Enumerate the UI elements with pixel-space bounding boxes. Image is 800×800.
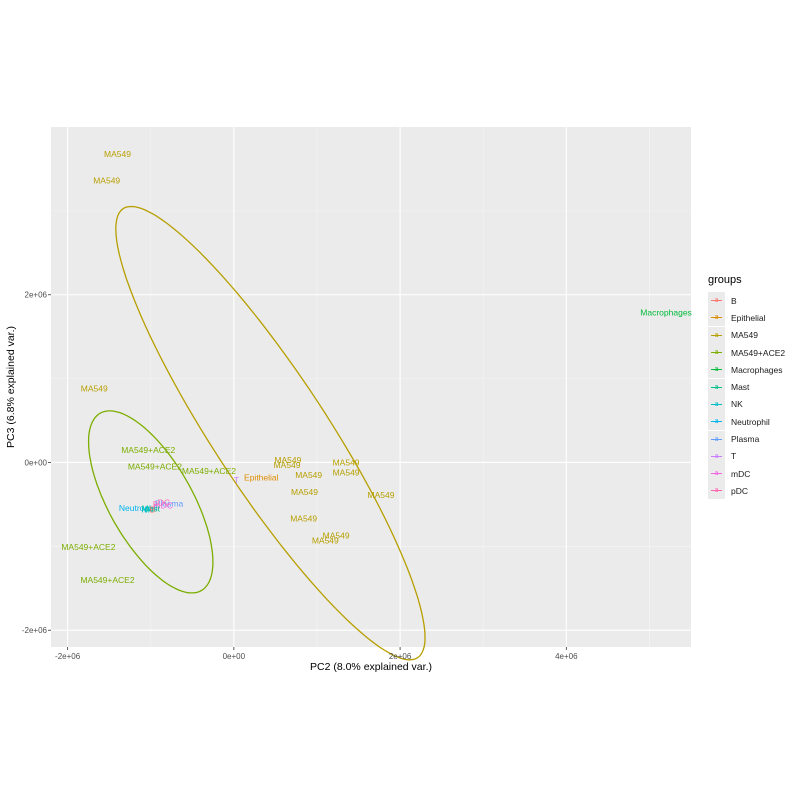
point-label: MA549	[291, 487, 318, 497]
point-label: MA549	[274, 455, 301, 465]
legend-item: a pDC	[708, 482, 798, 500]
point-label: Mast	[142, 504, 161, 514]
legend-key-icon: a	[708, 447, 725, 465]
legend-item-label: Neutrophil	[731, 416, 770, 427]
legend-item-label: MA549	[731, 330, 758, 341]
point-label: MA549	[93, 176, 120, 186]
legend-key-icon: a	[708, 395, 725, 413]
x-axis: -2e+06 0e+00 2e+06 4e+06	[55, 647, 578, 661]
legend-key-icon: a	[708, 292, 725, 310]
legend-title: groups	[708, 274, 742, 286]
legend-key-icon: a	[708, 482, 725, 500]
point-label: MA549	[81, 384, 108, 394]
x-tick-label: -2e+06	[55, 652, 81, 661]
legend-item: a Plasma	[708, 430, 798, 448]
point-label: MA549	[274, 460, 301, 470]
point-label: MA549	[295, 470, 322, 480]
point-label: Neutrophil	[119, 503, 158, 513]
legend-key-icon: a	[708, 361, 725, 379]
legend-item-label: Epithelial	[731, 312, 766, 323]
legend-item-label: mDC	[731, 468, 751, 479]
legend-item: a mDC	[708, 465, 798, 483]
y-axis-label: PC3 (6.8% explained var.)	[5, 326, 17, 448]
point-label: T	[234, 475, 239, 485]
point-label: MA549	[104, 149, 131, 159]
legend-item: a MA549	[708, 326, 798, 344]
point-label: mDC	[154, 500, 173, 510]
x-tick-label: 4e+06	[555, 652, 578, 661]
legend-item: a MA549+ACE2	[708, 344, 798, 362]
point-label: MA549+ACE2	[128, 462, 182, 472]
grid-minor	[51, 127, 691, 647]
legend-key-icon: a	[708, 465, 725, 483]
point-label: B	[150, 504, 156, 514]
legend-item-label: MA549+ACE2	[731, 347, 786, 358]
legend-item-label: NK	[731, 399, 743, 410]
point-label: NK	[142, 504, 154, 514]
legend-item-label: T	[731, 451, 737, 462]
legend-key-icon: a	[708, 430, 725, 448]
point-label: Plasma	[155, 499, 184, 509]
legend-item: a Neutrophil	[708, 413, 798, 431]
legend-item-label: Mast	[731, 382, 750, 393]
point-label: Epithelial	[244, 473, 279, 483]
point-label: MA549	[368, 490, 395, 500]
point-label: MA549+ACE2	[182, 466, 236, 476]
point-label: Macrophages	[640, 307, 692, 317]
x-axis-label: PC2 (8.0% explained var.)	[310, 661, 432, 673]
legend-item: a Mast	[708, 378, 798, 396]
point-label: MA549	[312, 535, 339, 545]
legend-key-icon: a	[708, 326, 725, 344]
ellipse-ma549-ace2	[87, 410, 214, 594]
legend-key-icon: a	[708, 344, 725, 362]
legend-item: a Epithelial	[708, 309, 798, 327]
ellipse-ma549	[115, 205, 426, 661]
y-tick-label: 2e+06	[25, 291, 48, 300]
point-label: MA549	[333, 468, 360, 478]
point-label: MA549+ACE2	[61, 542, 115, 552]
point-label: MA549+ACE2	[80, 575, 134, 585]
point-label: MA549	[290, 514, 317, 524]
legend-item: a Macrophages	[708, 361, 798, 379]
legend-item-label: B	[731, 295, 737, 306]
legend-item-label: pDC	[731, 485, 749, 496]
point-label: pDC	[153, 498, 170, 508]
legend-key-icon: a	[708, 309, 725, 327]
panel-background	[51, 127, 691, 647]
legend-key-icon: a	[708, 413, 725, 431]
y-axis: -2e+06 0e+00 2e+06	[22, 291, 51, 635]
ellipses	[87, 205, 426, 661]
point-label: MA549	[323, 530, 350, 540]
legend-item: a NK	[708, 395, 798, 413]
legend-item-label: Plasma	[731, 434, 760, 445]
point-label: MA549+ACE2	[121, 445, 175, 455]
y-tick-label: -2e+06	[22, 626, 48, 635]
grid-major	[51, 127, 691, 647]
x-tick-label: 2e+06	[389, 652, 412, 661]
point-label: MA549	[333, 457, 360, 467]
x-tick-label: 0e+00	[223, 652, 246, 661]
legend-item-label: Macrophages	[731, 364, 783, 375]
points: MA549MA549MA549MA549MA549MA549MA549MA549…	[61, 149, 691, 585]
y-tick-label: 0e+00	[25, 458, 48, 467]
legend-key-icon: a	[708, 378, 725, 396]
